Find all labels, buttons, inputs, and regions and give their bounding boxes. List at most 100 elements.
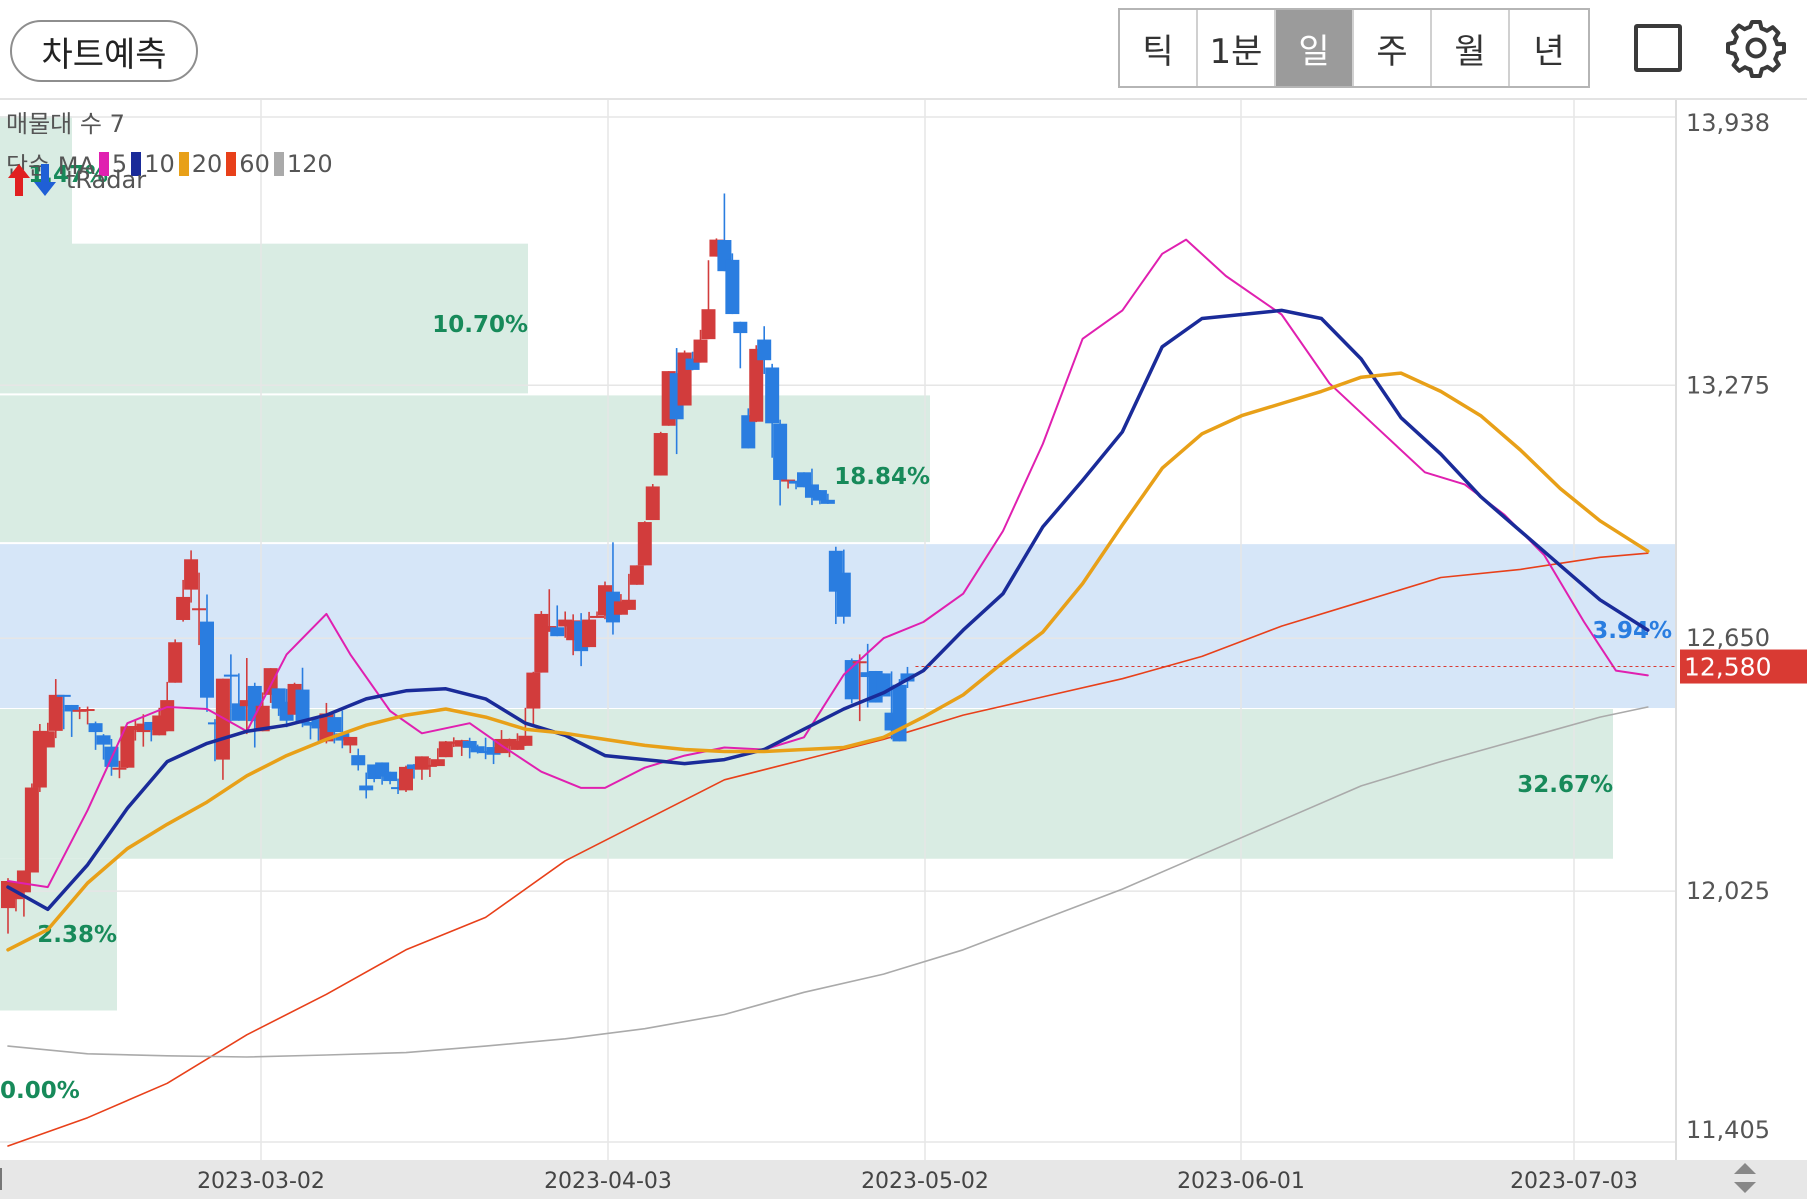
candle	[200, 594, 214, 712]
x-axis-tick-label: 2023-07-03	[1510, 1169, 1638, 1194]
candle-body	[741, 415, 756, 449]
x-axis-tick-label: 2023-06-01	[1177, 1169, 1305, 1194]
candle	[422, 757, 437, 777]
candle-body	[534, 613, 549, 673]
candle	[96, 734, 111, 760]
candle	[741, 408, 756, 449]
candle	[781, 479, 796, 489]
candle	[486, 740, 501, 765]
candle-body	[797, 472, 811, 488]
candle-body	[343, 736, 358, 746]
current-price-label: 12,580	[1684, 653, 1771, 682]
ma20-line	[6, 371, 1650, 952]
up-down-arrows-icon	[8, 164, 56, 196]
ma10-line	[6, 308, 1650, 912]
candle	[144, 721, 159, 742]
candle	[621, 573, 636, 610]
candle	[359, 772, 374, 799]
candle-body	[542, 626, 557, 632]
period-tab-week[interactable]: 주	[1354, 10, 1432, 86]
candle-body	[812, 490, 827, 501]
candle	[478, 737, 493, 760]
fullscreen-toggle-icon[interactable]	[1634, 24, 1682, 72]
candle-body	[136, 723, 151, 733]
scroll-updown-icon[interactable]	[1734, 1163, 1756, 1193]
candle	[128, 719, 143, 741]
candle-body	[637, 522, 652, 566]
candle	[120, 726, 135, 769]
period-tab-month[interactable]: 월	[1432, 10, 1510, 86]
period-tab-year[interactable]: 년	[1533, 31, 1565, 72]
volume-zone-bar	[0, 395, 930, 544]
candle-body	[72, 709, 87, 712]
candle-body	[820, 499, 835, 504]
candle	[812, 490, 827, 505]
candle-body	[176, 596, 191, 620]
candle-body	[685, 358, 700, 370]
candle-body	[733, 321, 748, 334]
candle	[462, 737, 477, 759]
candle	[56, 694, 71, 730]
candle-body	[192, 608, 207, 611]
candle-body	[128, 726, 143, 731]
candle-body	[558, 619, 573, 627]
candle	[176, 579, 191, 622]
scroll-up-arrow	[1734, 1163, 1756, 1174]
period-tab-day[interactable]: 일	[1276, 10, 1354, 86]
price-chart[interactable]: 1.47% 10.70% 18.84% 3.94% 32.67% 2.38% 0.00% 13…	[0, 100, 1807, 1199]
ma120-line	[7, 706, 1649, 1058]
candle	[558, 611, 573, 638]
candle-body	[462, 740, 477, 748]
volume-zone-percent-label: 3.94%	[1592, 618, 1672, 644]
candle	[303, 721, 318, 740]
chart-predict-button[interactable]: 차트예측	[10, 20, 198, 82]
candle	[590, 611, 605, 618]
candle-body	[168, 642, 183, 683]
candle	[820, 493, 835, 504]
candle-body	[526, 672, 541, 709]
candle	[16, 870, 31, 917]
candle-body	[40, 731, 55, 748]
x-axis-tick-label: 2023-04-03	[544, 1169, 672, 1194]
period-tab-tick[interactable]: 틱	[1120, 10, 1198, 86]
candle	[40, 722, 55, 748]
candle	[446, 737, 461, 748]
candle	[733, 321, 748, 369]
candle	[112, 760, 127, 779]
ma5-line	[7, 238, 1649, 889]
candle	[438, 740, 453, 758]
candle-body	[16, 870, 31, 893]
candle	[223, 654, 238, 722]
volume-zone-percent-label: 32.67%	[1517, 772, 1613, 798]
candle-body	[239, 700, 254, 707]
candle	[168, 639, 183, 683]
candle	[48, 679, 63, 739]
candle-body	[295, 689, 310, 724]
candle	[757, 326, 772, 374]
candle-body	[430, 759, 445, 767]
candle-body	[438, 741, 453, 758]
candle	[327, 713, 342, 744]
candle	[526, 671, 541, 726]
candle	[231, 673, 246, 721]
candle-body	[391, 787, 406, 790]
candle-body	[56, 694, 71, 697]
candle	[860, 643, 875, 708]
volume-zone-bar	[0, 243, 528, 394]
candle	[295, 667, 310, 728]
candle	[192, 572, 207, 646]
candle	[749, 345, 764, 423]
candle-body	[327, 717, 342, 733]
period-tab-1min[interactable]: 1분	[1198, 10, 1276, 86]
gear-icon[interactable]	[1726, 18, 1786, 78]
volume-zone-percent-label: 0.00%	[0, 1078, 80, 1104]
candle	[64, 704, 79, 737]
grid	[0, 100, 1677, 1160]
candle	[184, 550, 199, 603]
tradar-indicator[interactable]: tRadar	[4, 160, 146, 200]
candle-body	[773, 423, 788, 480]
candle	[789, 480, 804, 490]
scroll-down-arrow	[1734, 1182, 1756, 1193]
candle	[383, 771, 398, 785]
candle	[797, 472, 811, 488]
